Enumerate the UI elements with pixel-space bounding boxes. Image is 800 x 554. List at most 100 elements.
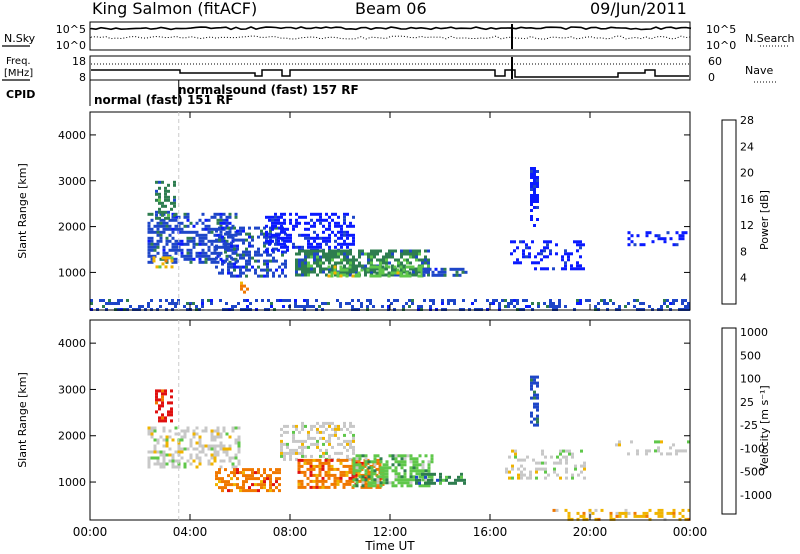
heatmap-cell — [325, 242, 328, 246]
heatmap-cell — [189, 456, 193, 460]
heatmap-cell — [301, 445, 304, 449]
heatmap-cell — [582, 243, 585, 247]
heatmap-cell — [322, 239, 325, 243]
heatmap-cell — [210, 260, 214, 264]
heatmap-cell — [224, 259, 227, 263]
velocity-x-axis: 00:00 04:00 08:00 12:00 16:00 20:00 00:00 — [73, 320, 707, 539]
x-axis-label: Time UT — [364, 539, 415, 553]
heatmap-cell — [385, 460, 389, 464]
heatmap-cell — [280, 427, 283, 431]
heatmap-cell — [310, 427, 313, 431]
heatmap-cell — [385, 466, 389, 470]
heatmap-cell — [530, 215, 533, 218]
heatmap-cell — [597, 517, 601, 521]
heatmap-cell — [536, 182, 539, 185]
heatmap-cell — [385, 261, 388, 265]
heatmap-cell — [219, 224, 223, 228]
heatmap-cell — [559, 449, 562, 453]
heatmap-cell — [313, 249, 316, 253]
heatmap-cell — [310, 249, 313, 253]
heatmap-cell — [546, 246, 549, 250]
heatmap-cell — [222, 218, 226, 222]
heatmap-cell — [210, 227, 214, 231]
heatmap-cell — [289, 236, 292, 240]
heatmap-cell — [396, 268, 400, 272]
heatmap-cell — [239, 486, 242, 490]
heatmap-cell — [245, 274, 248, 278]
heatmap-cell — [292, 242, 295, 246]
heatmap-cell — [565, 449, 568, 453]
heatmap-cell — [633, 305, 636, 308]
heatmap-cell — [346, 233, 349, 237]
heatmap-cell — [186, 302, 189, 305]
heatmap-cell — [522, 255, 525, 259]
heatmap-cell — [544, 470, 547, 474]
heatmap-cell — [260, 483, 263, 487]
heatmap-cell — [245, 477, 248, 481]
heatmap-cell — [147, 230, 151, 234]
heatmap-cell — [322, 442, 325, 446]
heatmap-cell — [242, 471, 245, 475]
heatmap-cell — [236, 229, 239, 233]
heatmap-cell — [307, 249, 310, 253]
heatmap-cell — [239, 229, 242, 233]
heatmap-cell — [530, 218, 533, 221]
heatmap-cell — [192, 245, 196, 249]
heatmap-cell — [298, 273, 301, 277]
heatmap-cell — [520, 473, 523, 477]
heatmap-cell — [153, 444, 157, 448]
heatmap-cell — [280, 236, 283, 240]
heatmap-cell — [228, 447, 232, 451]
heatmap-cell — [195, 456, 199, 460]
heatmap-cell — [245, 265, 248, 269]
heatmap-cell — [297, 461, 301, 465]
y-tick-label: 1000 — [58, 476, 86, 489]
heatmap-cell — [505, 470, 508, 474]
frequency-line — [91, 69, 689, 78]
heatmap-cell — [530, 209, 533, 212]
heatmap-cell — [180, 447, 184, 451]
heatmap-cell — [292, 433, 295, 437]
heatmap-cell — [328, 267, 331, 271]
heatmap-cell — [272, 235, 275, 239]
heatmap-cell — [579, 243, 582, 247]
heatmap-cell — [372, 265, 376, 269]
heatmap-cell — [228, 212, 232, 216]
heatmap-cell — [343, 252, 346, 256]
heatmap-cell — [343, 258, 346, 262]
heatmap-cell — [543, 249, 546, 253]
heatmap-cell — [280, 448, 283, 452]
heatmap-cell — [525, 246, 528, 250]
heatmap-cell — [443, 267, 447, 271]
heatmap-cell — [283, 212, 286, 216]
heatmap-cell — [352, 233, 355, 237]
heatmap-cell — [324, 458, 328, 462]
heatmap-cell — [325, 273, 328, 277]
heatmap-cell — [266, 262, 269, 266]
heatmap-cell — [367, 255, 370, 259]
heatmap-cell — [207, 447, 211, 451]
heatmap-cell — [195, 447, 199, 451]
heatmap-cell — [352, 255, 355, 259]
heatmap-cell — [536, 414, 539, 418]
heatmap-cell — [516, 261, 519, 265]
heatmap-cell — [228, 459, 232, 463]
heatmap-cell — [580, 449, 583, 453]
heatmap-cell — [352, 433, 355, 437]
heatmap-cell — [230, 274, 233, 278]
heatmap-cell — [289, 239, 292, 243]
heatmap-cell — [268, 215, 271, 219]
heatmap-cell — [315, 479, 319, 483]
heatmap-cell — [328, 439, 331, 443]
heatmap-cell — [550, 455, 553, 459]
heatmap-cell — [147, 245, 151, 249]
heatmap-cell — [239, 471, 242, 475]
heatmap-cell — [147, 212, 151, 216]
heatmap-cell — [405, 271, 409, 275]
heatmap-cell — [207, 257, 211, 261]
heatmap-cell — [245, 474, 248, 478]
heatmap-cell — [336, 476, 340, 480]
heatmap-cell — [189, 221, 193, 225]
heatmap-cell — [337, 424, 340, 428]
heatmap-cell — [236, 244, 239, 248]
